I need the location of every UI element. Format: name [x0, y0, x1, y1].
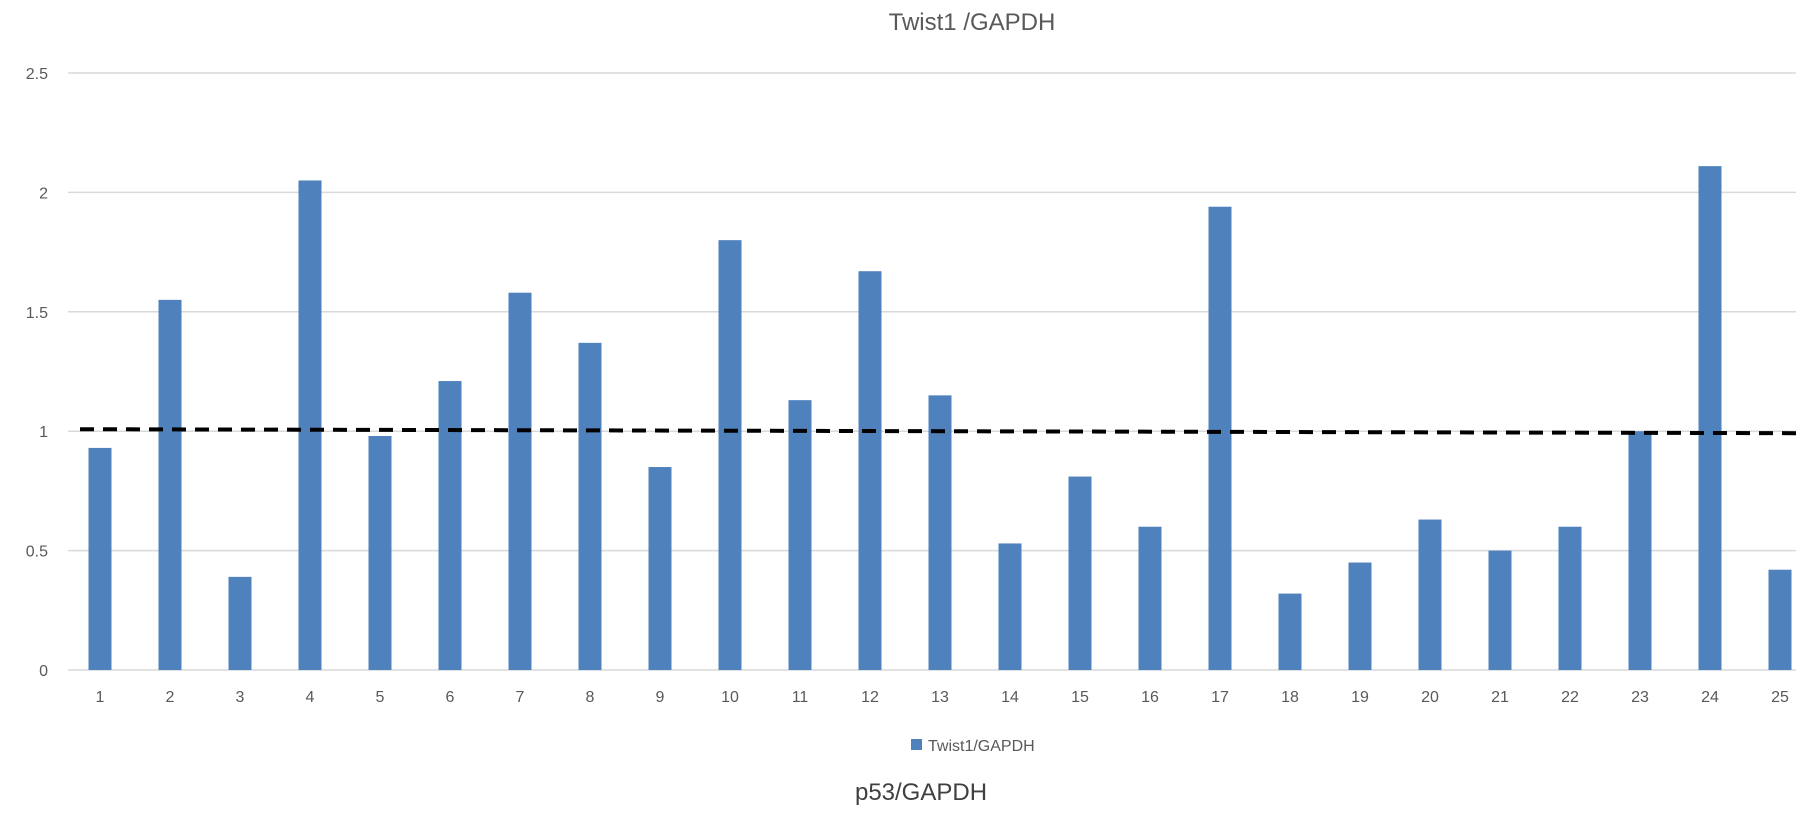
x-tick-label: 12	[861, 689, 879, 706]
x-tick-label: 23	[1631, 689, 1649, 706]
y-tick-label: 2.5	[26, 66, 48, 83]
legend-swatch	[911, 739, 922, 750]
y-tick-label: 1	[39, 424, 48, 441]
footer-text: p53/GAPDH	[855, 779, 987, 806]
bar	[1278, 593, 1302, 670]
bars	[88, 166, 1792, 670]
y-axis-ticks: 0 0.5 1 1.5 2 2.5	[26, 66, 48, 680]
bar	[1348, 562, 1372, 670]
x-tick-label: 5	[376, 689, 385, 706]
x-tick-label: 3	[236, 689, 245, 706]
bar	[1208, 206, 1232, 670]
bar	[1768, 569, 1792, 670]
bar	[158, 299, 182, 670]
x-tick-label: 1	[96, 689, 105, 706]
x-tick-label: 25	[1771, 689, 1789, 706]
x-tick-label: 6	[446, 689, 455, 706]
x-tick-label: 17	[1211, 689, 1229, 706]
x-tick-label: 24	[1701, 689, 1719, 706]
x-axis-ticks: 1 2 3 4 5 6 7 8 9 10 11 12 13 14 15 16 17 18 19 20 21 22 23 24 2…	[96, 689, 1789, 706]
bar	[1558, 526, 1582, 670]
y-tick-label: 0	[39, 663, 48, 680]
x-tick-label: 11	[792, 689, 809, 706]
reference-line-dashed	[79, 427, 1796, 436]
bar	[1068, 476, 1092, 670]
legend-label: Twist1/GAPDH	[928, 738, 1035, 755]
x-tick-label: 7	[516, 689, 525, 706]
reference-line	[79, 427, 1796, 436]
bar	[1628, 431, 1652, 670]
bar	[438, 381, 462, 670]
legend: Twist1/GAPDH	[911, 738, 1035, 755]
bar	[998, 543, 1022, 670]
x-tick-label: 4	[306, 689, 315, 706]
x-tick-label: 22	[1561, 689, 1579, 706]
bar	[228, 576, 252, 670]
bar	[508, 292, 532, 670]
bar	[1418, 519, 1442, 670]
y-tick-label: 0.5	[26, 544, 48, 561]
bar	[1138, 526, 1162, 670]
x-tick-label: 8	[586, 689, 595, 706]
x-tick-label: 9	[656, 689, 665, 706]
bar	[1698, 166, 1722, 670]
bar	[718, 240, 742, 670]
bar	[858, 271, 882, 670]
x-tick-label: 19	[1351, 689, 1369, 706]
bar	[298, 180, 322, 670]
bar	[88, 447, 112, 670]
bar	[368, 435, 392, 670]
x-tick-label: 13	[931, 689, 949, 706]
bar	[578, 342, 602, 670]
y-tick-label: 2	[39, 185, 48, 202]
chart-title: Twist1 /GAPDH	[889, 9, 1056, 36]
bar	[648, 467, 672, 670]
bar	[928, 395, 952, 670]
x-tick-label: 16	[1141, 689, 1159, 706]
x-tick-label: 10	[721, 689, 739, 706]
x-tick-label: 20	[1421, 689, 1439, 706]
bar	[1488, 550, 1512, 670]
x-tick-label: 15	[1071, 689, 1089, 706]
x-tick-label: 18	[1281, 689, 1299, 706]
x-tick-label: 14	[1001, 689, 1019, 706]
y-tick-label: 1.5	[26, 305, 48, 322]
bar	[788, 400, 812, 670]
x-tick-label: 21	[1491, 689, 1509, 706]
x-tick-label: 2	[166, 689, 175, 706]
